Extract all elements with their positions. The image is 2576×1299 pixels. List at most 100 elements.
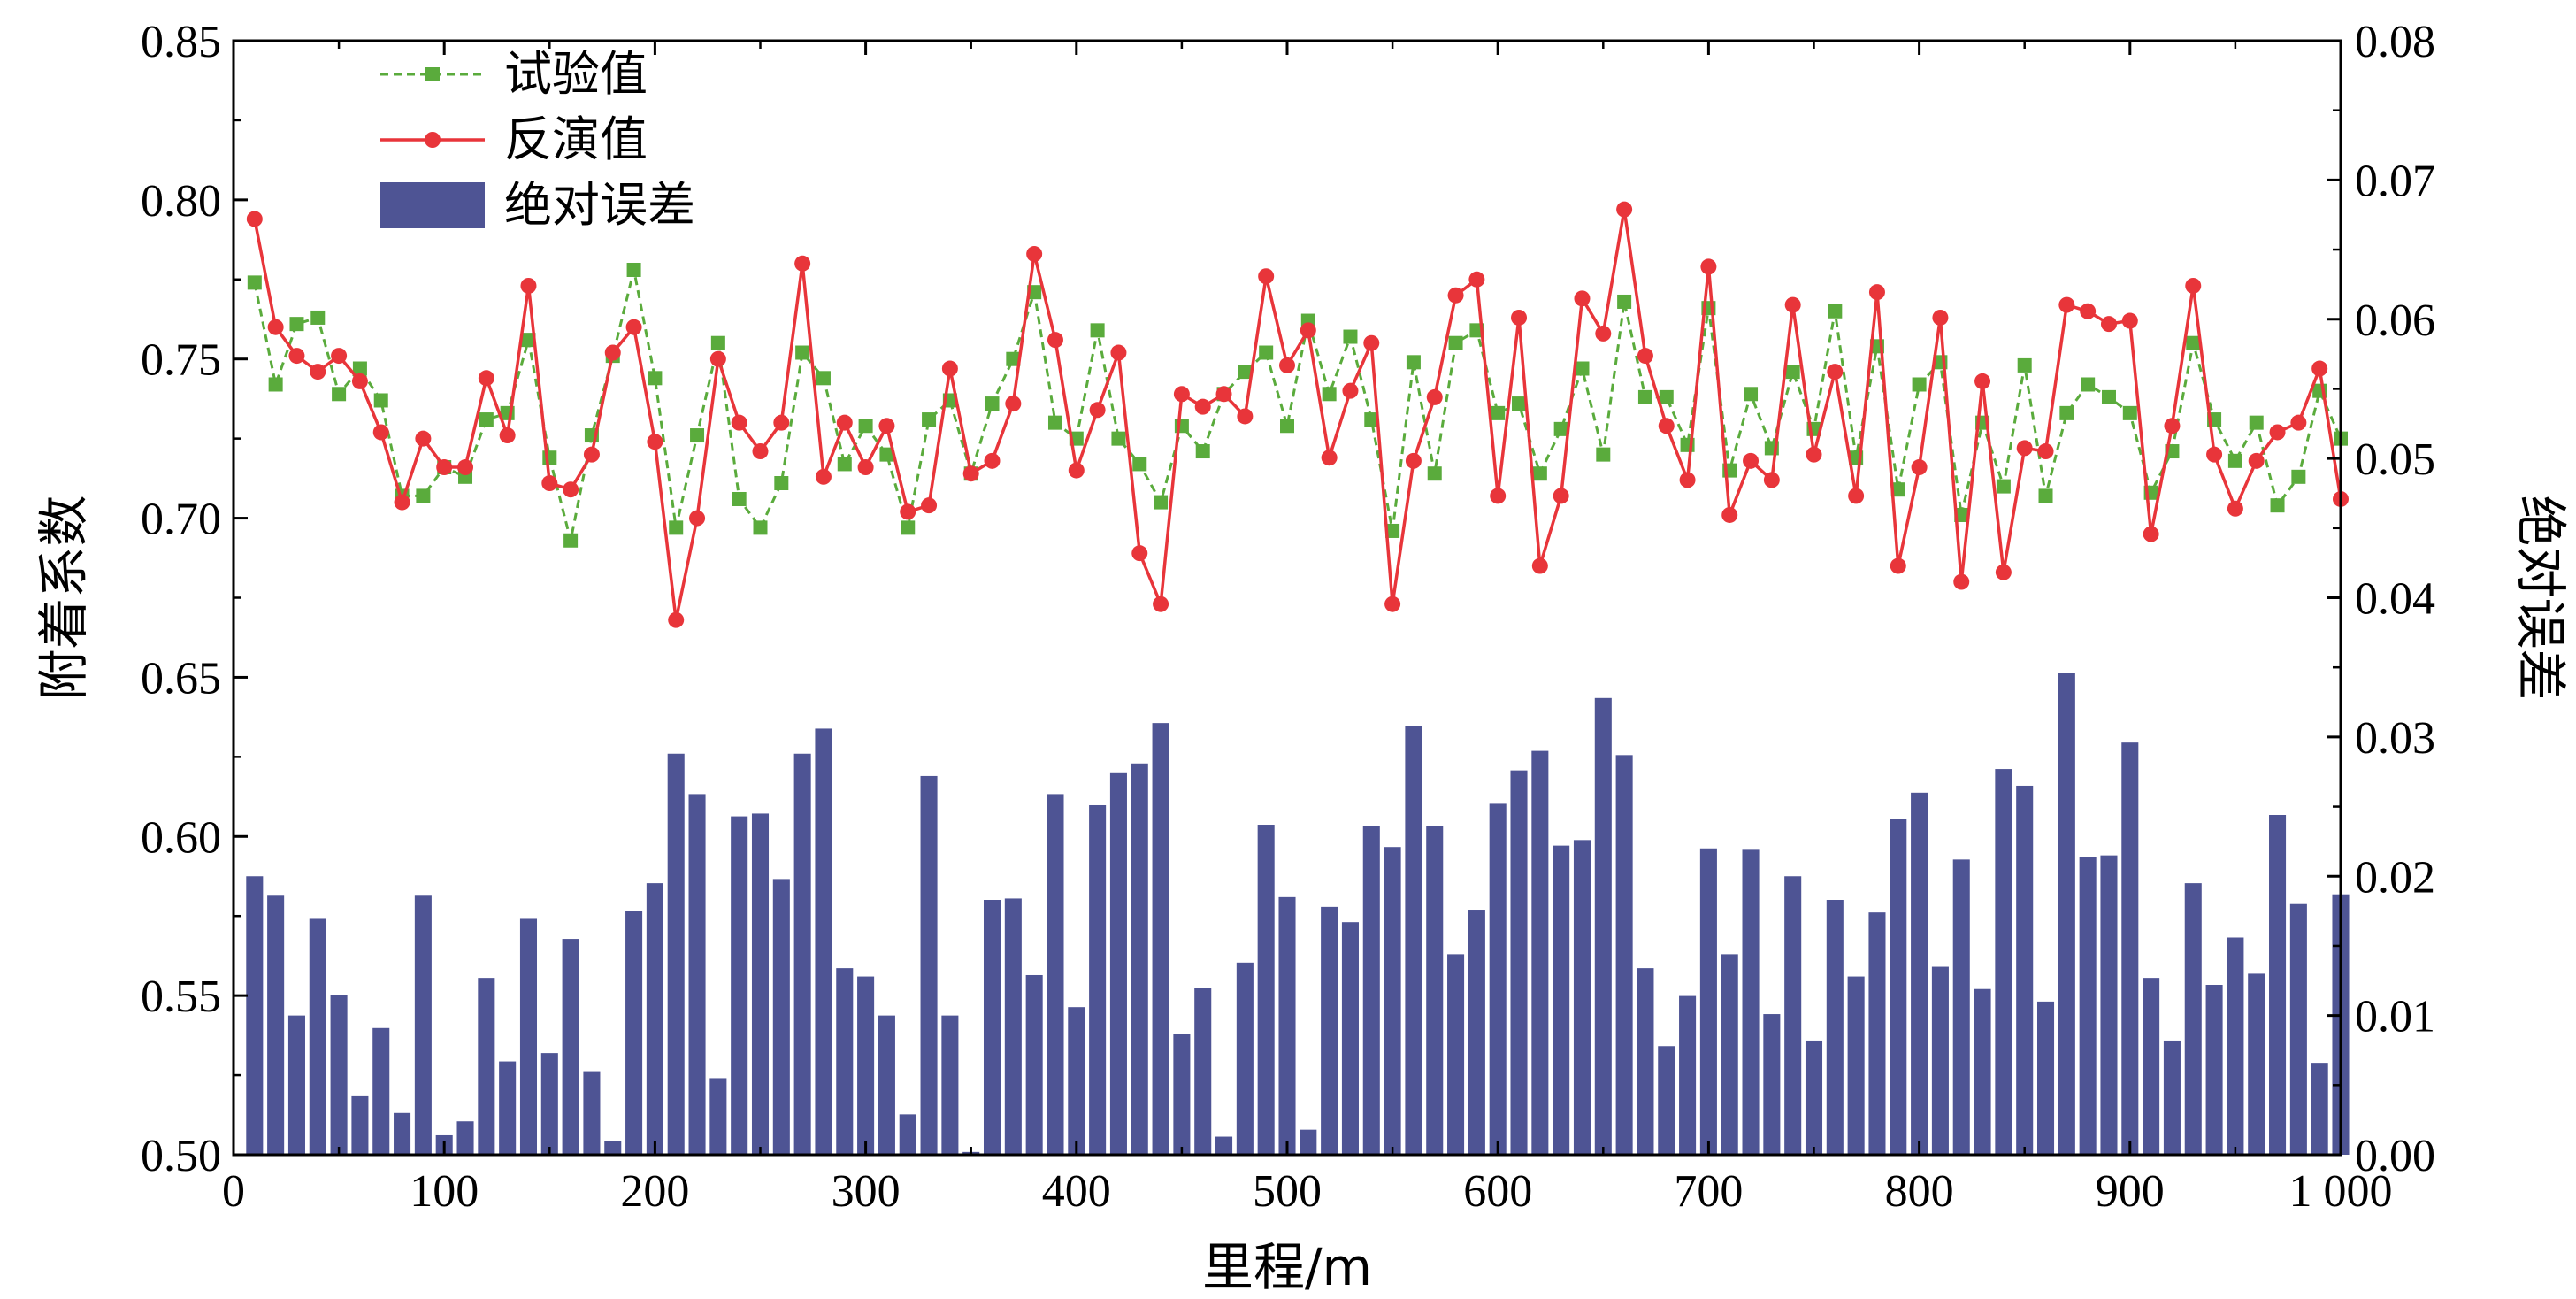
bar-absolute-error [499,1061,517,1155]
test-value-point [1154,495,1169,510]
bar-absolute-error [1931,966,1949,1155]
bar-absolute-error [309,918,326,1155]
inversion-value-point [2312,360,2328,377]
inversion-value-point [1974,373,1991,389]
inversion-value-point [288,348,305,365]
inversion-value-point [878,418,895,434]
bar-absolute-error [857,976,875,1155]
absolute-error-bars [246,673,2350,1155]
test-value-point [1659,389,1674,404]
test-value-point [879,447,894,462]
inversion-value-point [1005,396,1022,412]
test-value-line [253,269,2342,542]
test-value-point [416,488,431,503]
x-tick-label: 900 [2096,1166,2165,1217]
inversion-value-point [1721,506,1738,523]
bar-absolute-error [1489,803,1506,1155]
inversion-value-point [731,414,748,431]
bar-absolute-error [1594,697,1612,1155]
inversion-value-point [604,344,621,361]
inversion-value-point [1384,596,1401,612]
test-value-point [1890,482,1905,497]
inversion-value-point [1932,309,1949,326]
test-value-point [268,377,283,392]
test-value-point [858,419,873,434]
test-value-point [1238,365,1253,380]
bar-absolute-error [731,816,748,1155]
x-tick-label: 200 [620,1166,689,1217]
y-right-tick-label: 0.05 [2355,434,2435,485]
inversion-value-point [962,465,979,482]
test-value-point [1912,377,1927,392]
inversion-value-point [1911,459,1928,476]
test-value-point [1553,421,1568,436]
inversion-value-point [2058,296,2075,313]
bar-absolute-error [2121,742,2139,1155]
bar-absolute-error [456,1121,474,1155]
inversion-value-point [836,414,853,431]
y-left-tick-label: 0.80 [141,176,221,227]
inversion-value-point [1511,309,1528,326]
bar-absolute-error [836,968,854,1155]
bar-absolute-error [1257,825,1275,1155]
bar-absolute-error [1089,804,1107,1155]
bar-absolute-error [583,1071,601,1155]
inversion-value-point [1447,287,1464,304]
bar-absolute-error [1974,988,1991,1155]
y-left-tick-label: 0.55 [141,972,221,1022]
inversion-value-point [1848,488,1865,504]
test-value-point [669,520,684,535]
test-value-point [1575,361,1590,376]
test-value-point [1828,304,1843,319]
bar-absolute-error [772,879,790,1155]
inversion-value-point [499,427,516,444]
test-value-point [2122,405,2137,420]
test-value-point [1744,387,1759,402]
test-value-point [1259,345,1274,360]
test-value-point [626,262,641,277]
inversion-value-point [1300,322,1316,339]
test-value-point [2291,469,2306,484]
bar-absolute-error [1215,1136,1233,1155]
y-right-tick-labels: 0.00 0.01 0.02 0.03 0.04 0.05 0.06 0.07 0.08 [2355,17,2435,1181]
inversion-value-point [689,510,706,527]
bar-absolute-error [1362,826,1380,1155]
test-value-point [2249,415,2264,430]
test-value-point [2186,335,2201,350]
inversion-value-point [2206,446,2223,463]
inversion-value-point [984,452,1000,469]
inversion-value-point [583,446,600,463]
bar-absolute-error [2100,855,2118,1155]
legend-marker-test-value [426,67,440,81]
test-value-point [1280,419,1294,434]
inversion-value-point [647,434,663,450]
y-left-axis-title: 附着系数 [34,495,94,700]
inversion-value-point [331,348,348,365]
inversion-value-point [457,459,474,476]
test-value-point [1617,294,1632,309]
inversion-value-point [1827,364,1844,380]
inversion-value-point [1637,348,1653,365]
bar-absolute-error [540,1053,558,1155]
inversion-value-point [1490,488,1506,504]
y-left-tick-label: 0.70 [141,495,221,545]
y-right-tick-label: 0.03 [2355,713,2435,764]
inversion-value-point [246,211,263,227]
bar-absolute-error [1679,995,1697,1155]
y-right-tick-label: 0.04 [2355,574,2435,625]
inversion-value-point [2143,526,2159,542]
bar-absolute-error [2289,903,2307,1155]
bar-absolute-error [1109,772,1127,1155]
test-value-point [1406,355,1421,370]
bar-absolute-error [815,728,832,1155]
inversion-value-point [1574,290,1591,307]
inversion-value-point [520,277,537,294]
inversion-value-point [773,414,790,431]
inversion-value-point [1552,488,1569,504]
test-value-point [1364,412,1379,427]
inversion-value-point [563,481,579,498]
test-value-point [2038,488,2053,503]
y-right-tick-label: 0.08 [2355,17,2435,67]
test-value-point [1111,431,1126,446]
